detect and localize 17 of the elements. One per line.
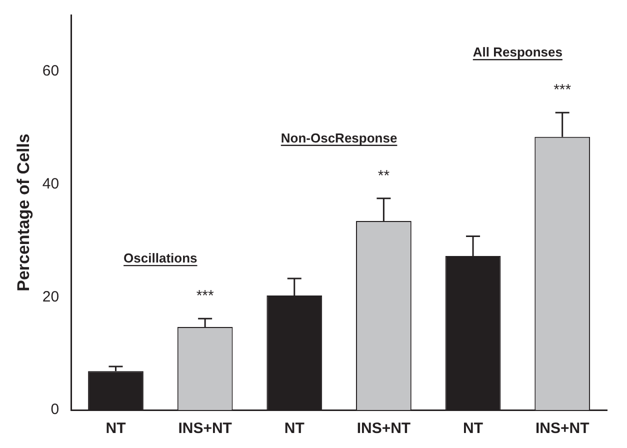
y-tick-label: 20	[42, 288, 60, 306]
annotation: All Responses	[472, 44, 562, 60]
y-tick-label: 0	[50, 401, 60, 418]
annotation: ***	[196, 288, 214, 305]
x-tick-label: NT	[106, 420, 126, 438]
annotation: Non-OscResponse	[280, 130, 398, 146]
y-tick-label: 60	[42, 62, 60, 80]
y-axis-title: Percentage of Cells	[14, 134, 33, 292]
annotation: ***	[554, 82, 572, 99]
annotation: Oscillations	[124, 250, 198, 266]
x-tick-label: NT	[463, 420, 484, 438]
x-tick-label: INS+NT	[178, 420, 232, 438]
x-tick-label: INS+NT	[356, 420, 411, 438]
x-tick-label: INS+NT	[535, 420, 590, 438]
y-tick-label: 40	[42, 175, 60, 192]
x-tick-label: NT	[284, 420, 304, 438]
annotation: **	[378, 167, 390, 184]
